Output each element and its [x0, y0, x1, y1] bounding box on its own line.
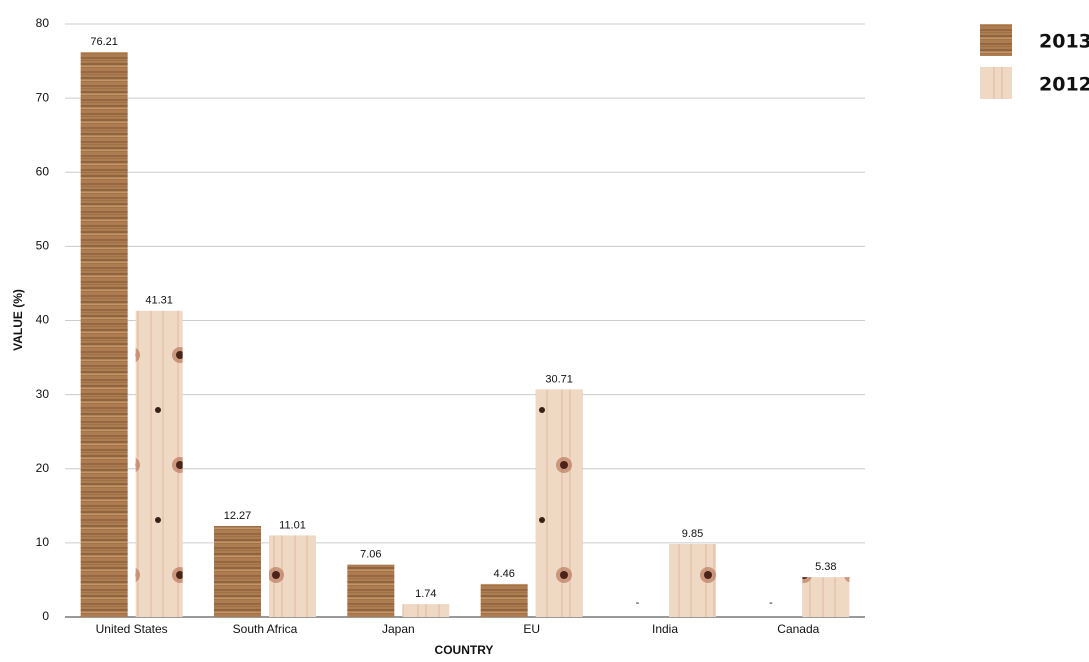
value-label: 9.85: [682, 528, 703, 540]
bar: [402, 604, 450, 617]
y-tick-label: 10: [36, 535, 50, 549]
y-tick-label: 70: [36, 90, 50, 104]
value-label: 7.06: [360, 549, 381, 561]
legend-swatch: [980, 24, 1012, 56]
bar: [80, 52, 128, 617]
y-tick-label: 80: [36, 16, 50, 30]
legend-label: 2013: [1039, 31, 1089, 53]
bar: [669, 543, 716, 617]
value-label: 12.27: [224, 510, 252, 522]
bar: [535, 389, 583, 617]
x-tick-label: Canada: [777, 622, 819, 636]
value-label: -: [769, 597, 773, 609]
y-tick-label: 60: [36, 164, 50, 178]
x-tick-label: EU: [523, 622, 540, 636]
value-label: -: [636, 597, 640, 609]
y-tick-label: 0: [42, 609, 49, 623]
x-tick-label: India: [652, 622, 678, 636]
value-label: 11.01: [279, 519, 306, 531]
value-label: 76.21: [90, 36, 118, 48]
x-tick-label: Japan: [382, 622, 415, 636]
bar: [269, 535, 316, 617]
bar: [480, 583, 528, 617]
bar: [347, 564, 395, 617]
y-axis-label: VALUE (%): [11, 289, 25, 351]
y-tick-label: 30: [36, 387, 50, 401]
y-tick-label: 20: [36, 461, 50, 475]
value-label: 5.38: [815, 561, 836, 573]
y-tick-label: 40: [36, 313, 50, 327]
value-label: 30.71: [545, 373, 573, 385]
legend-label: 2012: [1039, 74, 1089, 96]
x-tick-label: South Africa: [233, 622, 298, 636]
bar: [802, 577, 850, 617]
y-tick-label: 50: [36, 239, 50, 253]
value-label: 1.74: [415, 588, 436, 600]
bar: [214, 526, 261, 617]
x-tick-label: United States: [96, 622, 168, 636]
legend-swatch: [980, 67, 1012, 99]
x-axis-label: COUNTRY: [435, 643, 494, 657]
bar: [135, 310, 183, 617]
value-label: 4.46: [493, 568, 514, 580]
value-label: 41.31: [145, 295, 173, 307]
